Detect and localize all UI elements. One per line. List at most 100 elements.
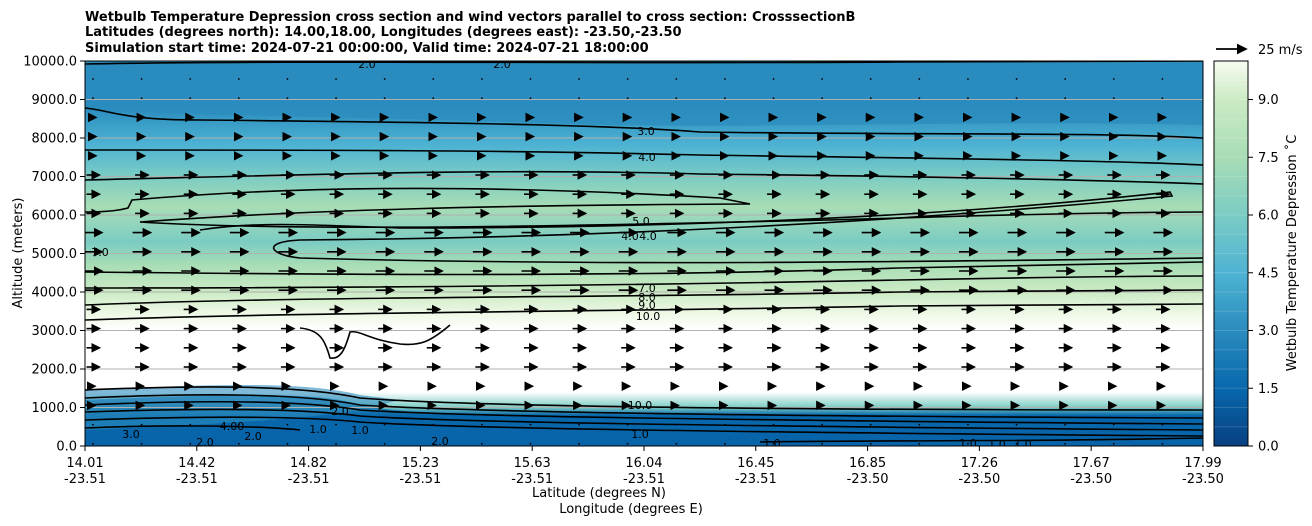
y-tick-label: 8000.0 [32,132,78,147]
wind-vector [286,97,289,100]
wind-vector [578,97,580,100]
contour-label: 1.0 [988,438,1006,451]
y-tick-label: 4000.0 [32,286,78,301]
contour-line [85,394,1203,419]
wind-vector [1112,423,1115,426]
wind-vector [869,423,872,426]
contour-line [85,275,1203,289]
wind-vector [237,78,240,80]
wind-vector [1161,442,1164,445]
wind-vector [869,97,872,100]
wind-vector [189,423,192,426]
wind-vector [1064,78,1067,80]
wind-vector [189,97,192,100]
wind-vector [286,78,289,80]
contour-lines [85,61,1203,443]
y-tick-label: 0.0 [56,440,77,455]
y-tick-label: 5000.0 [32,247,78,262]
x-tick-label-lat: 17.99 [1184,456,1221,471]
contour-label: 8.0 [638,291,656,304]
wind-vector [918,423,921,426]
contour-line [85,416,1203,437]
wind-vector [432,97,435,100]
colorbar-fill [1213,60,1249,447]
contour-line [85,303,1203,321]
wind-vector [335,442,337,445]
wind-vector [286,423,289,426]
wind-vector [578,423,580,426]
colorbar-tick-label: 4.5 [1258,266,1279,281]
wind-vector [724,78,726,80]
contour-line [85,425,301,431]
x-tick-label-lat: 17.67 [1073,456,1110,471]
wind-vector [92,442,94,445]
x-tick-label-lon: -23.51 [176,472,218,487]
contour-label: 2.0 [358,58,376,71]
wind-vector [724,423,726,426]
y-tick-label: 2000.0 [32,363,78,378]
wind-vector [821,442,824,445]
x-tick-label-lon: -23.50 [1070,472,1112,487]
wind-vector [675,97,678,100]
wind-vector [189,442,192,445]
contour-line [85,400,1203,425]
x-tick-label-lat: 14.82 [290,456,327,471]
wind-vector [383,78,386,80]
contour-label: 1.0 [309,423,327,436]
y-tick-label: 6000.0 [32,209,78,224]
contour-label: 4.00 [220,420,245,433]
x-tick-label-lat: 16.85 [849,456,886,471]
chart-title-line-1: Wetbulb Temperature Depression cross sec… [85,10,855,25]
x-tick-label-lat: 14.42 [178,456,215,471]
x-axis-label-line-2: Longitude (degrees E) [559,502,703,517]
wind-vector [237,442,240,445]
wind-vector [967,423,969,426]
wind-vector [189,78,192,80]
contour-label: 1.0 [763,437,781,450]
wind-vector [772,78,775,80]
wind-vector [529,97,532,100]
contour-label: 1.0 [631,428,649,441]
x-tick-label-lat: 15.23 [402,456,439,471]
colorbar-bands [1214,79,1248,428]
wind-vector [480,423,483,426]
x-tick-label-lat: 16.45 [737,456,774,471]
contour-line [299,324,451,359]
x-tick-label-lat: 14.01 [66,456,103,471]
wind-vector [918,78,921,80]
y-tick-label: 7000.0 [32,170,78,185]
wind-vector [724,97,726,100]
wind-vector [1015,423,1018,426]
wind-vector [1161,78,1164,80]
wind-vector [626,78,629,80]
contour-label: 1.0 [959,437,977,450]
wind-vector [967,78,969,80]
wind-key: 25 m/s [1216,43,1303,58]
contour-line [759,437,1203,443]
wind-vector [967,442,969,445]
wind-vector [383,442,386,445]
contour-label: 5.0 [632,215,650,228]
y-tick-label: 9000.0 [32,93,78,108]
contour-label: 2.0 [196,436,214,449]
wind-key-label: 25 m/s [1258,43,1303,58]
contour-label: 2.0 [493,58,511,71]
wind-vector [675,423,678,426]
colorbar-label: Wetbulb Temperature Depression ˚C [1284,135,1300,372]
chart-title-line-3: Simulation start time: 2024-07-21 00:00:… [85,41,649,56]
wind-vector [967,97,969,100]
wind-vector [140,423,143,426]
contour-label: 2.0 [431,435,449,448]
wind-vector [140,78,143,80]
y-tick-label: 10000.0 [23,55,77,70]
contour-label: 1.0 [351,424,369,437]
x-tick-label-lon: -23.51 [64,472,106,487]
x-tick-label-lon: -23.50 [958,472,1000,487]
contour-label: 2.0 [244,430,262,443]
x-tick-label-lat: 16.04 [625,456,662,471]
contour-label: 1.0 [1014,438,1032,451]
wind-vector [529,423,532,426]
wind-vector [92,97,94,100]
wind-vector [1015,97,1018,100]
